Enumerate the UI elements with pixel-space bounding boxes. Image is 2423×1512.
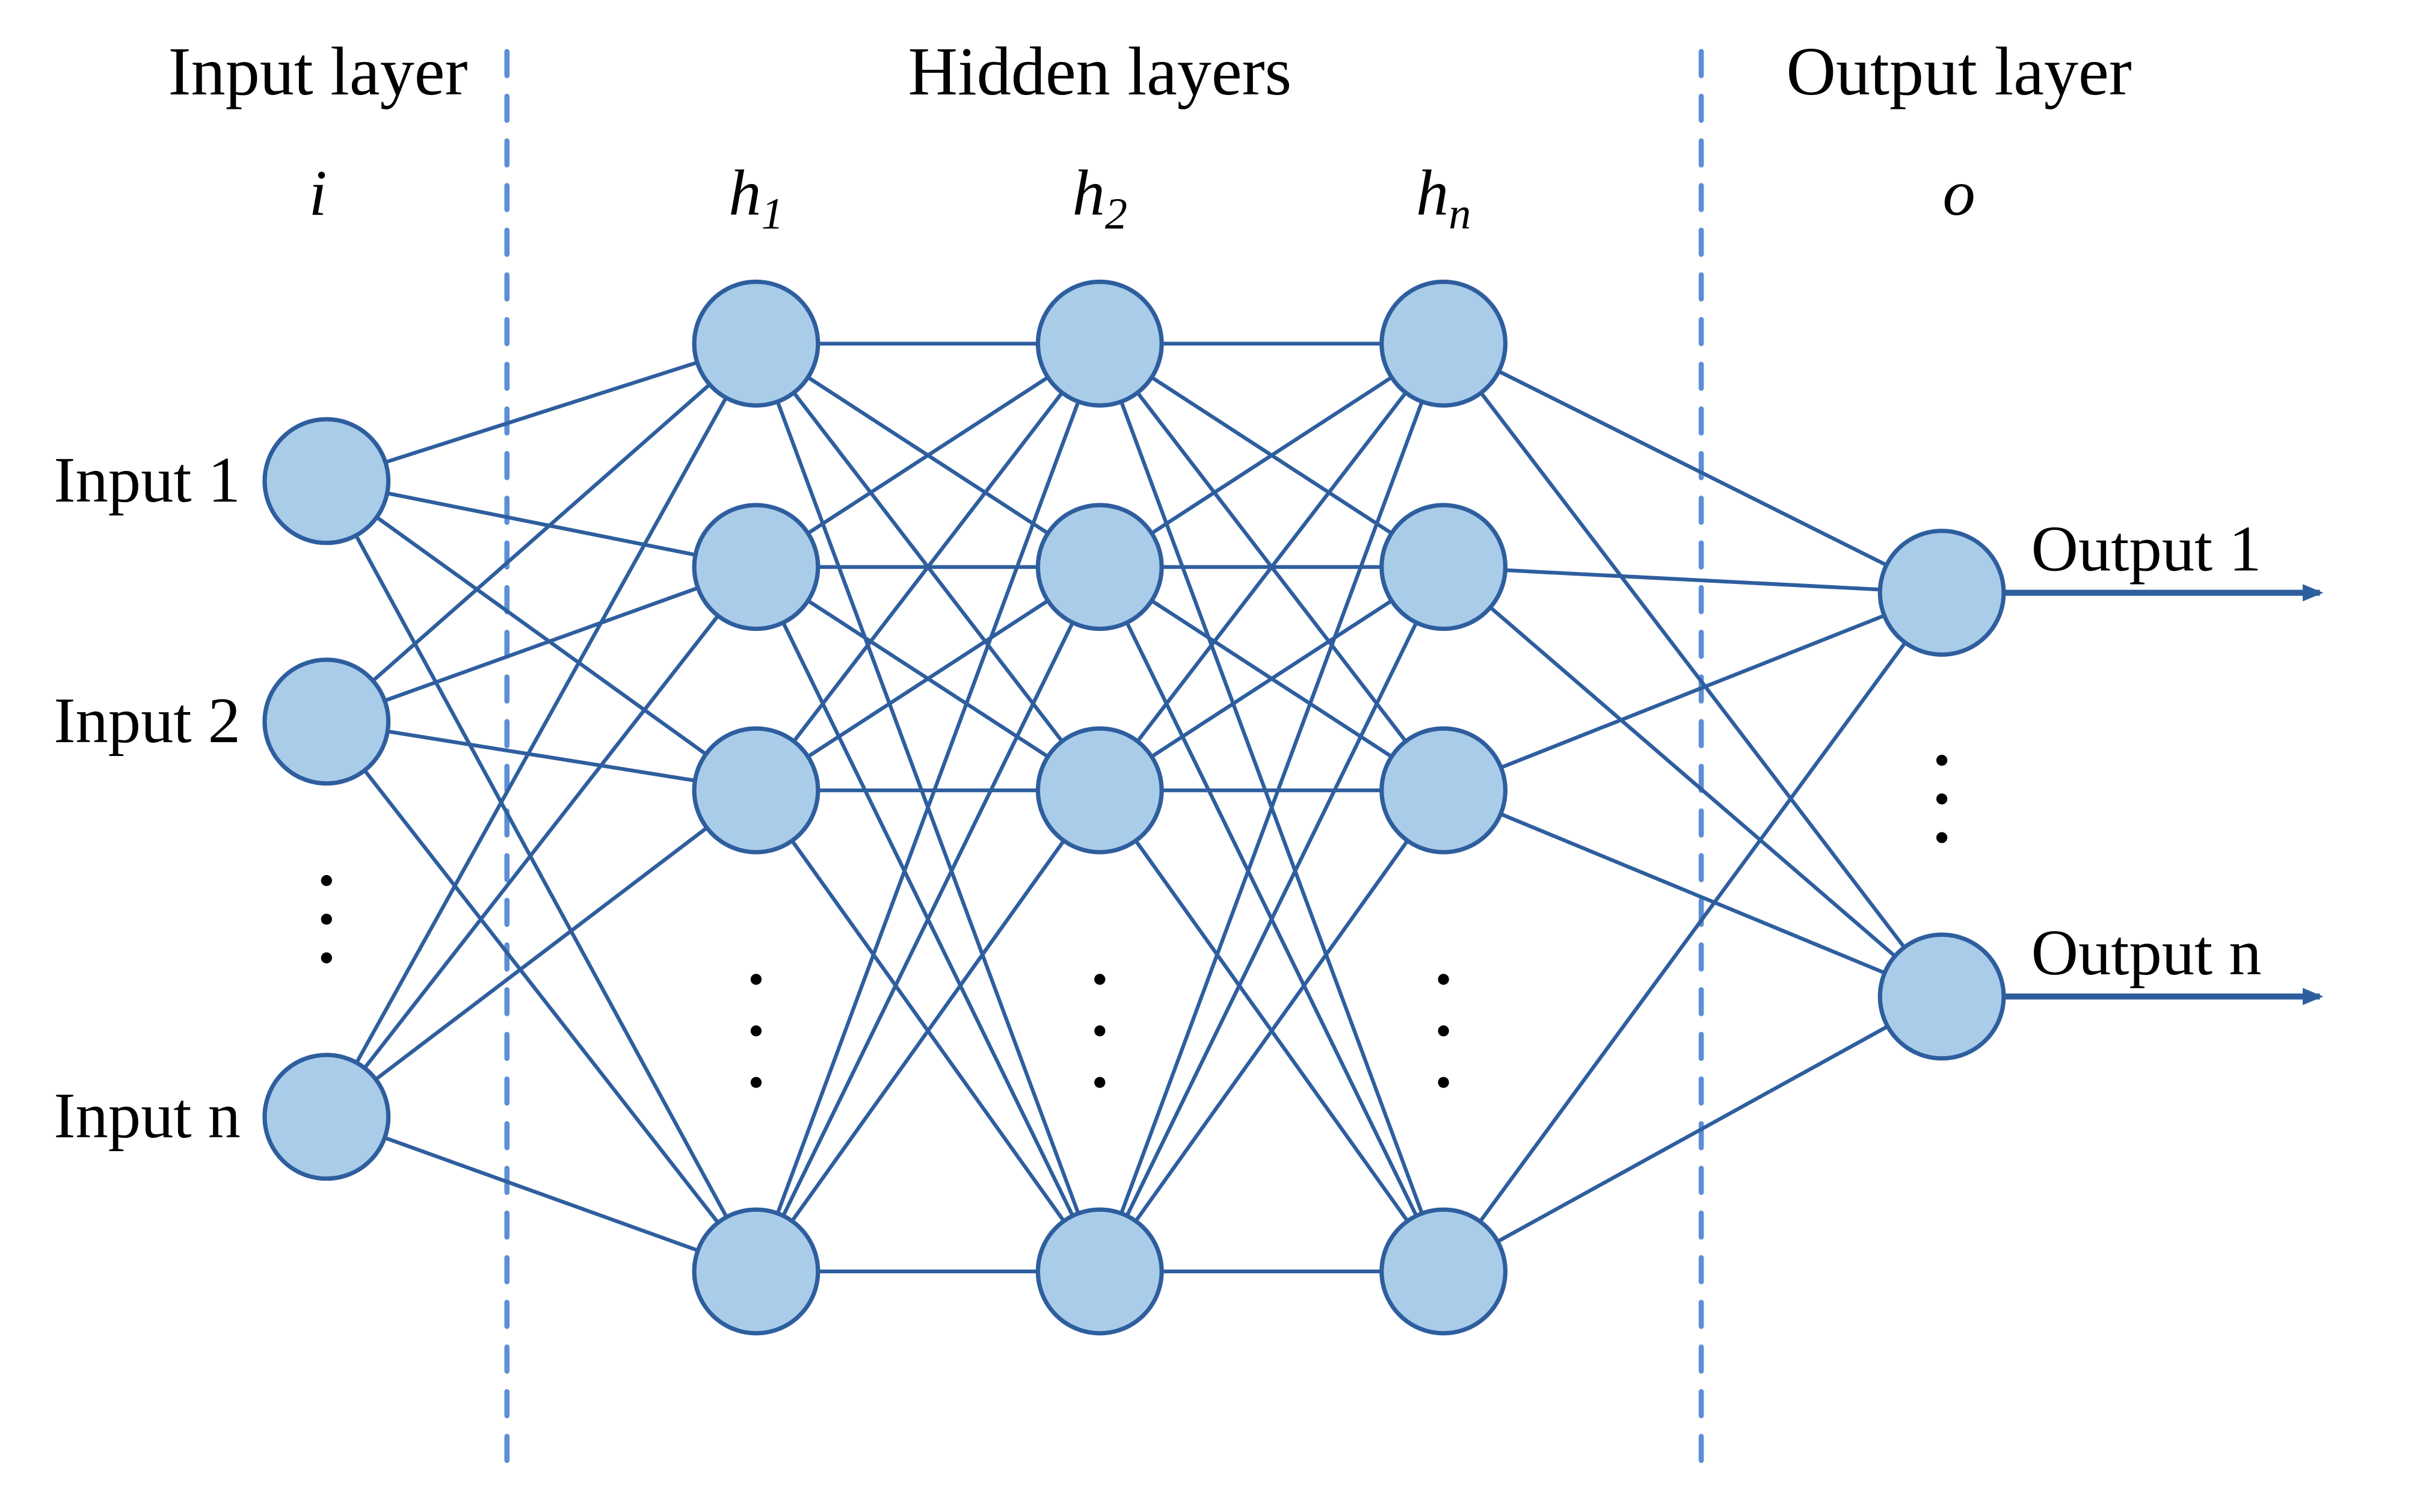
node-hn_4 [1382, 1209, 1506, 1333]
node-in [265, 1055, 389, 1179]
node-h1_3 [694, 728, 818, 852]
node-hn_3 [1382, 728, 1506, 852]
node-h1_4 [694, 1209, 818, 1333]
node-i1 [265, 419, 389, 543]
label-input-1: Input 1 [54, 444, 241, 516]
label-input-2: Input 2 [54, 684, 241, 757]
node-i2 [265, 660, 389, 784]
node-h1_1 [694, 282, 818, 406]
layer-symbol-i: i [309, 157, 327, 229]
node-hn_1 [1382, 282, 1506, 406]
node-on [1880, 935, 2004, 1059]
layer-symbol-h1: h1 [728, 157, 783, 239]
node-h1_2 [694, 505, 818, 629]
node-h2_4 [1038, 1209, 1162, 1333]
section-title-input: Input layer [168, 33, 467, 109]
layer-symbol-h2: h2 [1073, 157, 1127, 239]
label-input-n: Input n [54, 1080, 241, 1152]
node-h2_1 [1038, 282, 1162, 406]
node-o1 [1880, 531, 2004, 655]
layer-symbol-o: o [1943, 157, 1975, 229]
node-h2_3 [1038, 728, 1162, 852]
neural-network-diagram: Input layer Hidden layers Output layer i… [0, 0, 2423, 1512]
layer-symbol-hn: hn [1416, 157, 1471, 239]
label-output-n: Output n [2031, 917, 2262, 989]
node-hn_2 [1382, 505, 1506, 629]
section-title-hidden: Hidden layers [908, 33, 1292, 109]
section-title-output: Output layer [1787, 33, 2132, 109]
label-output-1: Output 1 [2031, 512, 2262, 585]
node-h2_2 [1038, 505, 1162, 629]
